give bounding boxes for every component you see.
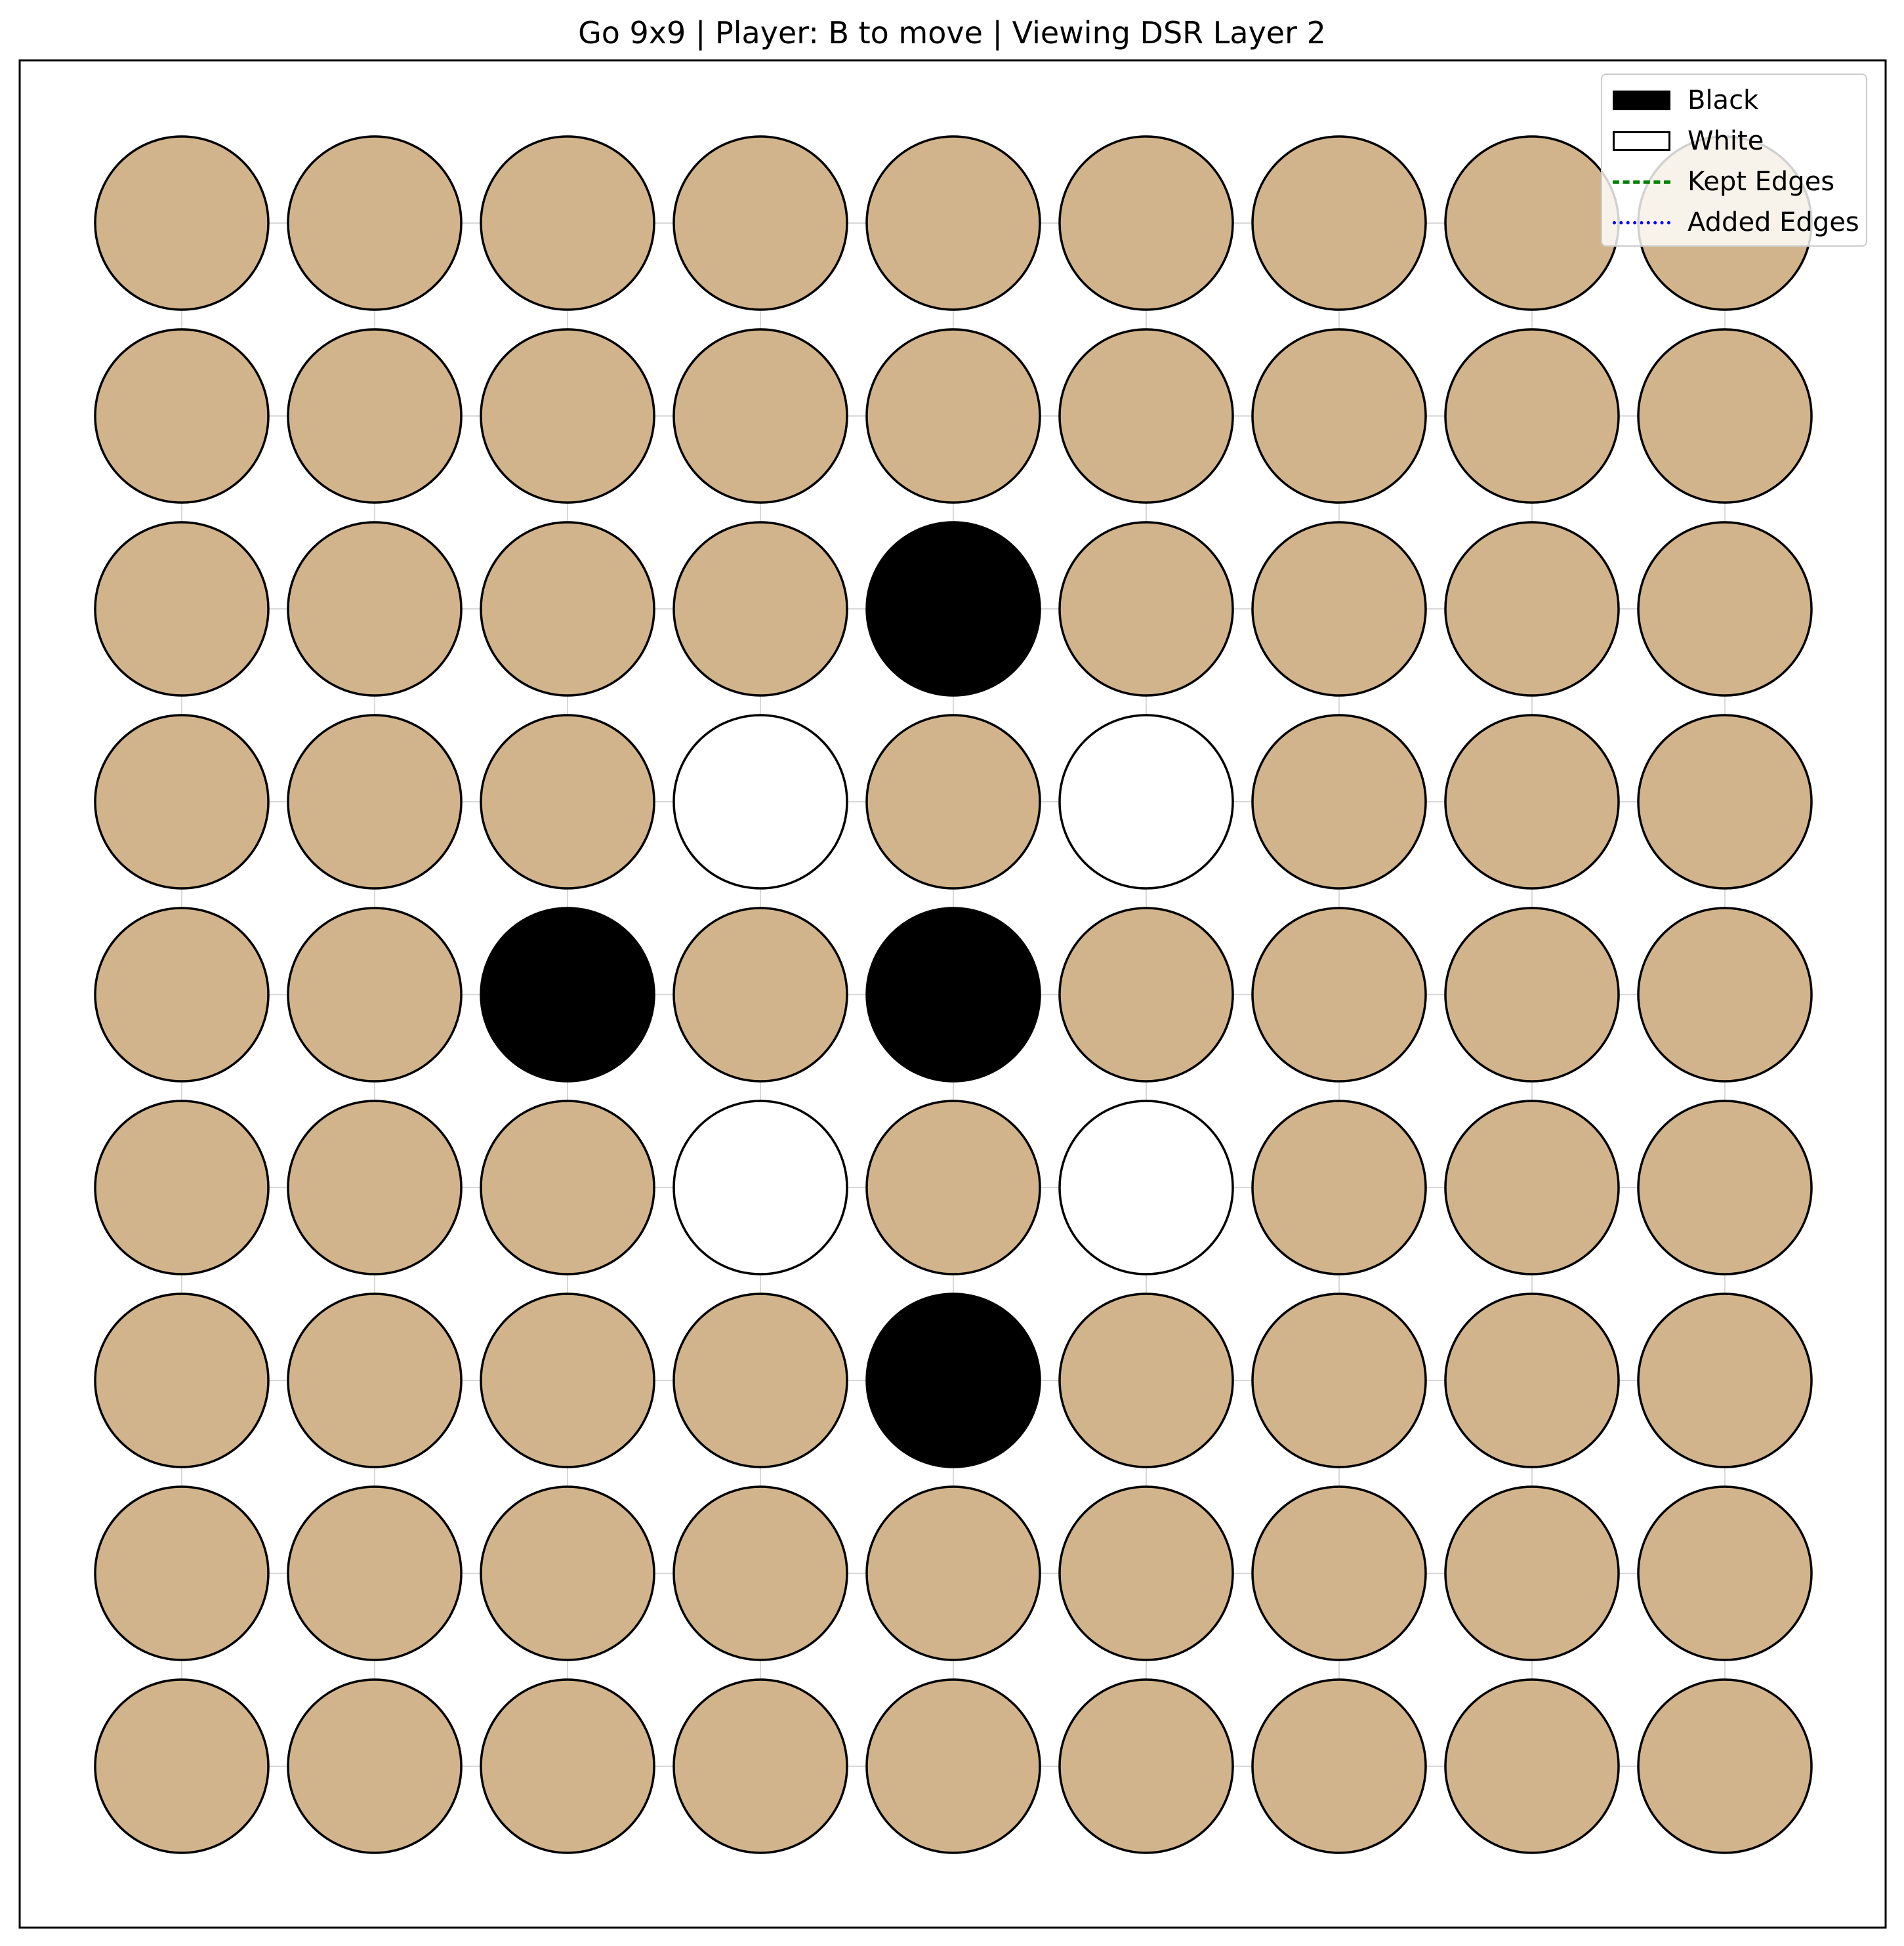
empty-point[interactable] (1058, 135, 1234, 311)
white-stone[interactable] (1058, 714, 1234, 890)
empty-point[interactable] (1637, 1485, 1813, 1661)
empty-point[interactable] (287, 1678, 463, 1854)
empty-point[interactable] (1637, 1678, 1813, 1854)
empty-point[interactable] (673, 1678, 848, 1854)
empty-point[interactable] (673, 135, 848, 311)
empty-point[interactable] (94, 1678, 270, 1854)
empty-point[interactable] (1251, 1100, 1427, 1275)
empty-point[interactable] (94, 135, 270, 311)
empty-point[interactable] (480, 1485, 655, 1661)
empty-point[interactable] (1637, 907, 1813, 1083)
empty-point[interactable] (480, 521, 655, 697)
empty-point[interactable] (1251, 1678, 1427, 1854)
dotted-line-icon (1613, 221, 1670, 224)
empty-point[interactable] (94, 1485, 270, 1661)
empty-point[interactable] (1444, 1485, 1620, 1661)
empty-point[interactable] (1058, 1293, 1234, 1468)
empty-point[interactable] (287, 1100, 463, 1275)
empty-point[interactable] (1058, 328, 1234, 504)
empty-point[interactable] (1444, 1678, 1620, 1854)
empty-point[interactable] (865, 1485, 1041, 1661)
empty-point[interactable] (1444, 1293, 1620, 1468)
empty-point[interactable] (865, 328, 1041, 504)
empty-point[interactable] (673, 328, 848, 504)
empty-point[interactable] (1058, 1678, 1234, 1854)
empty-point[interactable] (1444, 135, 1620, 311)
empty-point[interactable] (1444, 1100, 1620, 1275)
legend: Black White Kept Edges Added Edges (1601, 73, 1867, 247)
legend-label-kept-edges: Kept Edges (1687, 167, 1835, 197)
empty-point[interactable] (1251, 135, 1427, 311)
white-stone[interactable] (673, 714, 848, 890)
empty-point[interactable] (94, 714, 270, 890)
empty-point[interactable] (480, 1678, 655, 1854)
empty-point[interactable] (1444, 521, 1620, 697)
white-stone[interactable] (1058, 1100, 1234, 1275)
empty-point[interactable] (673, 1293, 848, 1468)
white-stone[interactable] (673, 1100, 848, 1275)
empty-point[interactable] (94, 328, 270, 504)
empty-point[interactable] (1444, 714, 1620, 890)
stones (94, 135, 1813, 1854)
empty-point[interactable] (1251, 1293, 1427, 1468)
empty-point[interactable] (1637, 328, 1813, 504)
empty-point[interactable] (1058, 907, 1234, 1083)
empty-point[interactable] (673, 907, 848, 1083)
empty-point[interactable] (1058, 1485, 1234, 1661)
empty-point[interactable] (1251, 1485, 1427, 1661)
empty-point[interactable] (865, 714, 1041, 890)
black-stone[interactable] (865, 1293, 1041, 1468)
empty-point[interactable] (1058, 521, 1234, 697)
empty-point[interactable] (1637, 714, 1813, 890)
dashed-line-icon (1613, 180, 1670, 184)
legend-label-white: White (1687, 126, 1764, 156)
empty-point[interactable] (287, 1485, 463, 1661)
empty-point[interactable] (480, 1100, 655, 1275)
empty-point[interactable] (1251, 907, 1427, 1083)
black-stone[interactable] (480, 907, 655, 1083)
empty-point[interactable] (287, 135, 463, 311)
empty-point[interactable] (480, 328, 655, 504)
empty-point[interactable] (480, 714, 655, 890)
empty-point[interactable] (480, 1293, 655, 1468)
empty-point[interactable] (1251, 521, 1427, 697)
empty-point[interactable] (1444, 907, 1620, 1083)
empty-point[interactable] (673, 1485, 848, 1661)
empty-point[interactable] (287, 714, 463, 890)
empty-point[interactable] (673, 521, 848, 697)
white-swatch-icon (1613, 131, 1670, 151)
empty-point[interactable] (1637, 1293, 1813, 1468)
empty-point[interactable] (287, 521, 463, 697)
empty-point[interactable] (480, 135, 655, 311)
empty-point[interactable] (94, 1100, 270, 1275)
empty-point[interactable] (287, 328, 463, 504)
empty-point[interactable] (1251, 714, 1427, 890)
empty-point[interactable] (94, 907, 270, 1083)
black-stone[interactable] (865, 907, 1041, 1083)
legend-item-kept-edges: Kept Edges (1602, 161, 1866, 201)
empty-point[interactable] (865, 1678, 1041, 1854)
empty-point[interactable] (94, 1293, 270, 1468)
legend-label-added-edges: Added Edges (1687, 207, 1859, 238)
empty-point[interactable] (1251, 328, 1427, 504)
legend-item-added-edges: Added Edges (1602, 202, 1866, 241)
empty-point[interactable] (287, 1293, 463, 1468)
empty-point[interactable] (1444, 328, 1620, 504)
empty-point[interactable] (94, 521, 270, 697)
empty-point[interactable] (865, 135, 1041, 311)
empty-point[interactable] (865, 1100, 1041, 1275)
legend-item-white: White (1602, 121, 1866, 160)
empty-point[interactable] (1637, 1100, 1813, 1275)
black-swatch-icon (1613, 91, 1670, 110)
empty-point[interactable] (287, 907, 463, 1083)
plot-title: Go 9x9 | Player: B to move | Viewing DSR… (578, 15, 1326, 51)
legend-item-black: Black (1602, 80, 1866, 119)
legend-label-black: Black (1687, 85, 1759, 115)
empty-point[interactable] (1637, 521, 1813, 697)
black-stone[interactable] (865, 521, 1041, 697)
